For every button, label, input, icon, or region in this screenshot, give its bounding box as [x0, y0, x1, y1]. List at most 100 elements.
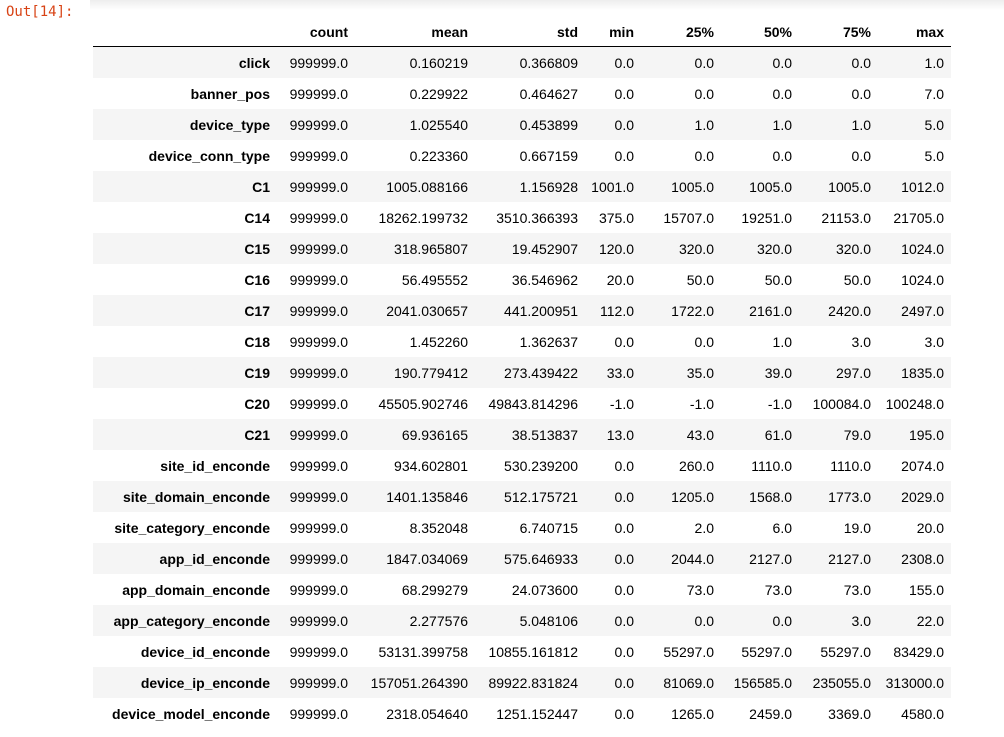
table-cell: -1.0: [767, 395, 792, 412]
table-cell: 999999.0: [289, 705, 348, 722]
table-cell: 0.0: [694, 85, 714, 102]
table-cell: 999999.0: [289, 612, 348, 629]
table-row: C14 999999.0 18262.199732 3510.366393 375.0 1…: [93, 202, 951, 233]
table-cell: 999999.0: [289, 85, 348, 102]
table-cell: 81069.0: [663, 674, 714, 691]
table-cell: 190.779412: [394, 364, 468, 381]
table-cell: 89922.831824: [488, 674, 578, 691]
table-cell: 156585.0: [733, 674, 792, 691]
table-cell: 0.0: [614, 674, 634, 691]
table-cell: 1110.0: [751, 457, 792, 474]
table-cell: 69.936165: [401, 426, 468, 443]
table-cell: 3.0: [924, 333, 944, 350]
table-cell: 999999.0: [289, 147, 348, 164]
row-index-label: C18: [244, 333, 270, 350]
table-cell: 2459.0: [749, 705, 792, 722]
table-cell: 530.239200: [504, 457, 578, 474]
table-cell: 39.0: [764, 364, 792, 381]
table-cell: 10855.161812: [488, 643, 578, 660]
table-cell: 1847.034069: [386, 550, 468, 567]
table-cell: 1110.0: [830, 457, 871, 474]
table-row: device_conn_type 999999.0 0.223360 0.667159…: [93, 140, 951, 171]
row-index-label: app_category_enconde: [113, 612, 270, 629]
row-index-label: C1: [252, 178, 270, 195]
table-cell: 0.0: [772, 54, 792, 71]
table-cell: 33.0: [606, 364, 634, 381]
table-cell: 100248.0: [885, 395, 944, 412]
row-index-label: app_domain_enconde: [122, 581, 270, 598]
table-cell: 0.0: [614, 147, 634, 164]
dataframe-output: count mean std min 25% 50% 75% max click 999999.…: [93, 18, 951, 729]
table-cell: 50.0: [764, 271, 792, 288]
table-cell: 1005.0: [671, 178, 714, 195]
table-row: C1 999999.0 1005.088166 1.156928 1001.0 1005.…: [93, 171, 951, 202]
row-index-label: device_conn_type: [148, 147, 270, 164]
table-cell: 1265.0: [671, 705, 714, 722]
table-cell: 1005.0: [749, 178, 792, 195]
table-cell: 313000.0: [885, 674, 944, 691]
table-row: app_domain_enconde 999999.0 68.299279 24.07…: [93, 574, 951, 605]
table-cell: 19.0: [843, 519, 871, 536]
table-cell: 8.352048: [409, 519, 468, 536]
table-cell: 575.646933: [504, 550, 578, 567]
table-cell: 0.0: [694, 333, 714, 350]
column-header: 50%: [721, 18, 799, 47]
table-cell: 0.0: [851, 147, 871, 164]
row-index-label: banner_pos: [190, 85, 270, 102]
table-row: C20 999999.0 45505.902746 49843.814296 -1.0 -…: [93, 388, 951, 419]
row-index-label: C21: [244, 426, 270, 443]
table-cell: 2.277576: [409, 612, 468, 629]
table-cell: 0.0: [614, 519, 634, 536]
table-cell: 2308.0: [901, 550, 944, 567]
table-cell: 5.0: [924, 147, 944, 164]
column-header: std: [475, 18, 585, 47]
row-index-label: app_id_enconde: [159, 550, 270, 567]
table-cell: 79.0: [843, 426, 871, 443]
table-cell: 0.0: [851, 54, 871, 71]
table-cell: 999999.0: [289, 674, 348, 691]
table-cell: 3369.0: [828, 705, 871, 722]
table-cell: 375.0: [598, 209, 634, 226]
table-cell: 1.0: [851, 116, 871, 133]
table-cell: 55297.0: [820, 643, 871, 660]
table-cell: 73.0: [843, 581, 871, 598]
table-cell: 999999.0: [289, 333, 348, 350]
table-cell: 1835.0: [901, 364, 944, 381]
table-cell: 1.0: [924, 54, 944, 71]
table-cell: 0.0: [694, 612, 714, 629]
table-cell: 999999.0: [289, 426, 348, 443]
table-cell: 441.200951: [504, 302, 578, 319]
table-cell: -1.0: [609, 395, 634, 412]
table-cell: 1.0: [772, 116, 792, 133]
table-cell: 2161.0: [749, 302, 792, 319]
table-cell: 0.0: [772, 612, 792, 629]
table-row: C16 999999.0 56.495552 36.546962 20.0 50.0 50.…: [93, 264, 951, 295]
table-cell: 1024.0: [901, 240, 944, 257]
table-cell: 0.160219: [409, 54, 468, 71]
describe-table: count mean std min 25% 50% 75% max click 999999.…: [93, 18, 951, 729]
table-cell: 999999.0: [289, 209, 348, 226]
row-index-label: site_category_enconde: [114, 519, 270, 536]
table-cell: 2041.030657: [386, 302, 468, 319]
table-row: device_type 999999.0 1.025540 0.453899 0.0 1.…: [93, 109, 951, 140]
row-index-label: C14: [244, 209, 270, 226]
table-cell: 0.0: [614, 550, 634, 567]
row-index-label: C17: [244, 302, 270, 319]
table-row: C17 999999.0 2041.030657 441.200951 112.0 172…: [93, 295, 951, 326]
table-cell: 73.0: [686, 581, 714, 598]
table-cell: 999999.0: [289, 302, 348, 319]
row-index-label: device_type: [189, 116, 270, 133]
column-header: 25%: [641, 18, 721, 47]
table-cell: 999999.0: [289, 550, 348, 567]
table-row: device_id_enconde 999999.0 53131.399758 108…: [93, 636, 951, 667]
table-cell: 1012.0: [901, 178, 944, 195]
row-index-label: device_id_enconde: [140, 643, 270, 660]
column-header: min: [585, 18, 641, 47]
table-cell: 1.362637: [519, 333, 578, 350]
table-cell: 2074.0: [901, 457, 944, 474]
table-cell: 1205.0: [671, 488, 714, 505]
table-cell: 0.0: [614, 85, 634, 102]
table-row: C18 999999.0 1.452260 1.362637 0.0 0.0 1.0 3.0 3…: [93, 326, 951, 357]
table-cell: 56.495552: [401, 271, 468, 288]
table-cell: 0.0: [694, 147, 714, 164]
